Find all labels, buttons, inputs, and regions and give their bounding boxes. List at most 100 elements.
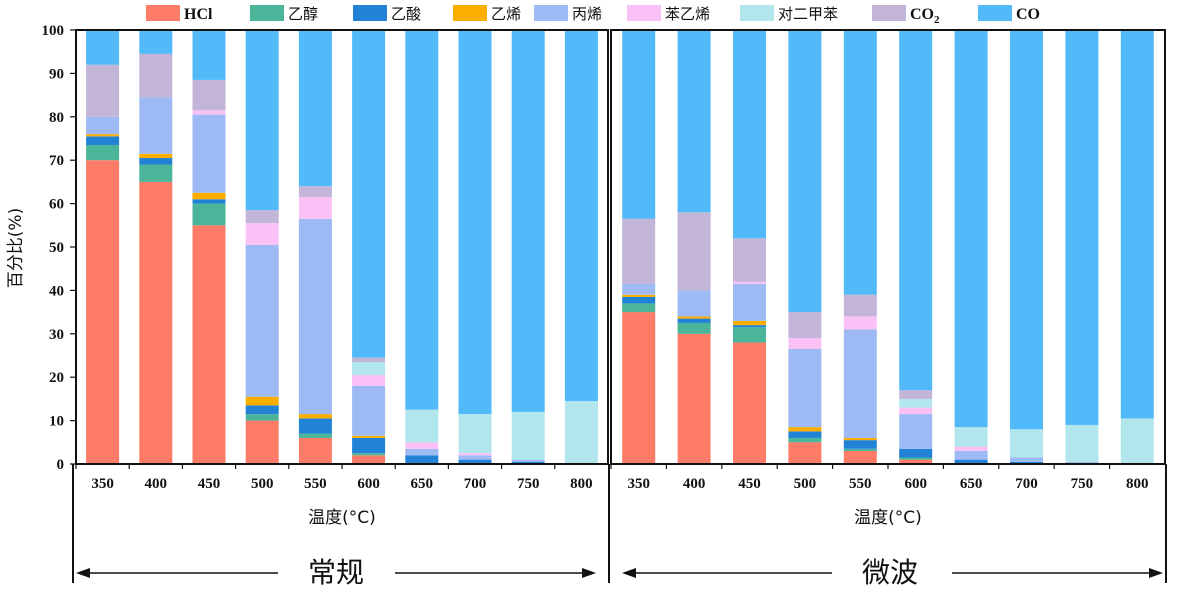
bar-segment-p0-750-s6 — [511, 411, 545, 460]
bar-segment-p0-650-s2 — [405, 455, 439, 464]
bar-segment-p0-400-s0 — [139, 181, 173, 464]
bar-segment-p0-450-s5 — [192, 110, 226, 115]
panel-1: 350 400 450 500 550 600 650 700 750 800 温度(°C) 微波 — [610, 29, 1166, 589]
bar-segment-p1-600-s8 — [899, 30, 933, 391]
x-tick-label-p0-550: 550 — [304, 476, 327, 492]
bar-segment-p0-650-s6 — [405, 409, 439, 443]
bar-segment-p1-450-s0 — [733, 342, 766, 464]
bar-segment-p1-350-s4 — [622, 283, 656, 295]
y-axis: 0 10 20 30 40 50 60 70 80 90 100 — [42, 23, 76, 473]
bar-segment-p0-550-s7 — [298, 186, 332, 198]
bar-segment-p0-550-s2 — [298, 418, 332, 434]
bar-segment-p1-350-s8 — [622, 30, 656, 219]
panel-title-p0: 常规 — [308, 556, 364, 589]
bar-segment-p1-350-s3 — [622, 294, 656, 297]
bar-segment-p0-750-s4 — [511, 459, 545, 462]
y-tick-label-70: 70 — [49, 153, 64, 169]
bar-segment-p1-550-s0 — [843, 450, 877, 464]
bar-segment-p0-700-s6 — [458, 414, 492, 454]
bar-segment-p1-550-s2 — [843, 440, 877, 449]
x-tick-label-p1-450: 450 — [738, 476, 761, 492]
bar-segment-p0-600-s1 — [352, 453, 386, 456]
y-tick-label-100: 100 — [42, 23, 65, 39]
legend-swatch-3 — [453, 5, 487, 21]
bar-segment-p0-700-s2 — [458, 459, 492, 464]
legend-swatch-8 — [978, 5, 1012, 21]
bar-segment-p1-550-s8 — [843, 30, 877, 295]
bar-segment-p1-700-s4 — [1010, 457, 1043, 462]
bar-segment-p0-350-s4 — [86, 116, 120, 135]
x-tick-label-p1-750: 750 — [1071, 476, 1094, 492]
legend-label-7: CO2 — [910, 6, 940, 26]
bar-segment-p0-500-s8 — [245, 30, 279, 211]
x-tick-label-p1-650: 650 — [960, 476, 983, 492]
x-tick-label-p0-400: 400 — [145, 476, 168, 492]
bar-segment-p1-700-s8 — [1010, 30, 1043, 430]
bar-segment-p0-800-s8 — [564, 30, 598, 402]
legend-label-6: 对二甲苯 — [778, 5, 838, 23]
bar-segment-p1-600-s1 — [899, 457, 933, 460]
legend-label-0: HCl — [184, 6, 213, 23]
x-tick-label-p1-500: 500 — [794, 476, 817, 492]
bar-segment-p1-650-s4 — [954, 450, 988, 460]
bar-segment-p0-600-s3 — [352, 435, 386, 438]
y-tick-label-50: 50 — [49, 240, 64, 256]
bar-segment-p0-450-s7 — [192, 79, 226, 111]
arrow-head-left — [622, 568, 636, 578]
bar-segment-p0-600-s5 — [352, 375, 386, 386]
bar-segment-p0-600-s6 — [352, 362, 386, 376]
x-tick-label-p0-450: 450 — [198, 476, 221, 492]
bar-segment-p1-600-s4 — [899, 414, 933, 449]
bar-segment-p1-650-s8 — [954, 30, 988, 428]
arrow-head-right — [582, 568, 596, 578]
bar-segment-p0-400-s1 — [139, 164, 173, 182]
bar-segment-p1-800-s8 — [1120, 30, 1154, 419]
legend-label-5: 苯乙烯 — [665, 5, 710, 23]
bar-segment-p1-450-s7 — [733, 238, 766, 282]
bar-segment-p1-500-s1 — [788, 437, 822, 443]
x-tick-label-p0-700: 700 — [464, 476, 487, 492]
bar-segment-p1-400-s7 — [677, 212, 711, 291]
bar-segment-p0-550-s1 — [298, 433, 332, 438]
bar-segment-p0-400-s8 — [139, 30, 173, 54]
x-tick-label-p1-800: 800 — [1126, 476, 1149, 492]
bar-segment-p1-450-s1 — [733, 327, 766, 343]
bar-segment-p0-450-s1 — [192, 203, 226, 226]
bar-segment-p0-500-s7 — [245, 210, 279, 224]
x-tick-label-p0-650: 650 — [411, 476, 434, 492]
bar-segment-p1-500-s8 — [788, 30, 822, 313]
x-tick-label-p1-350: 350 — [627, 476, 650, 492]
bar-segment-p1-350-s1 — [622, 303, 656, 313]
bar-segment-p0-400-s7 — [139, 53, 173, 98]
legend-swatch-7 — [872, 5, 906, 21]
x-axis-label-p0: 温度(°C) — [308, 508, 376, 528]
x-tick-label-p0-750: 750 — [517, 476, 540, 492]
bar-segment-p0-350-s2 — [86, 136, 120, 146]
bar-segment-p0-600-s8 — [352, 30, 386, 358]
bar-segment-p0-700-s5 — [458, 453, 492, 456]
bar-segment-p1-600-s5 — [899, 407, 933, 415]
bar-segment-p0-550-s5 — [298, 197, 332, 219]
bar-segment-p1-550-s5 — [843, 316, 877, 330]
bar-segment-p0-350-s1 — [86, 145, 120, 161]
bar-segment-p1-500-s5 — [788, 338, 822, 349]
bar-segment-p0-550-s0 — [298, 437, 332, 464]
bar-segment-p0-600-s0 — [352, 455, 386, 464]
bar-segment-p1-700-s6 — [1010, 429, 1043, 458]
bar-segment-p0-600-s7 — [352, 357, 386, 363]
plot-frame-p1 — [610, 29, 1166, 465]
bar-segment-p1-650-s2 — [954, 459, 988, 464]
bar-segment-p1-450-s8 — [733, 30, 766, 239]
bar-segment-p1-600-s0 — [899, 459, 933, 464]
bar-segment-p1-500-s3 — [788, 427, 822, 432]
bar-segment-p1-600-s6 — [899, 398, 933, 408]
y-tick-label-40: 40 — [49, 283, 64, 299]
bar-segment-p0-450-s0 — [192, 225, 226, 464]
panel-title-p1: 微波 — [862, 556, 918, 589]
bar-segment-p0-500-s5 — [245, 223, 279, 245]
panel-0: 350 400 450 500 550 600 650 700 750 800 温度(°C) 常规 — [75, 29, 609, 589]
y-axis-label: 百分比(%) — [6, 208, 26, 288]
bar-segment-p1-400-s2 — [677, 318, 711, 323]
bar-segment-p0-550-s8 — [298, 30, 332, 187]
